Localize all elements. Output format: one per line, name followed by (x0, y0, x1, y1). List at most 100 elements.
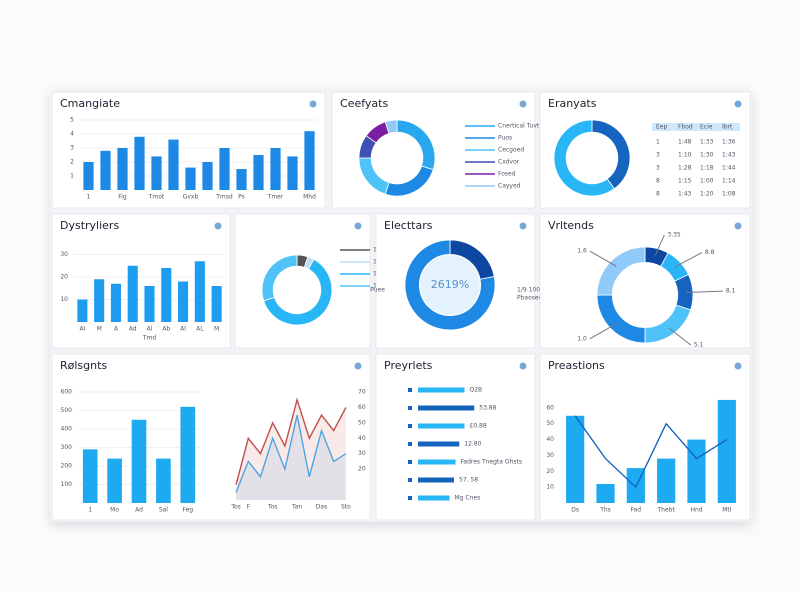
panel-title: Eranyats (548, 97, 597, 110)
x-tick-label: Thebt (657, 507, 676, 514)
table-cell: 1:48 (678, 139, 692, 146)
y-tick-label: 400 (61, 426, 73, 433)
y-tick-label: 30 (60, 251, 68, 258)
bar (77, 299, 88, 322)
legend-label: Cecgoed (498, 147, 524, 154)
table-cell: 1:33 (700, 139, 714, 146)
x-tick-label: Tmer (267, 194, 284, 201)
annotation: 1/9 1000 (517, 287, 544, 294)
x-tick-label: Sto (341, 504, 351, 511)
panel-icon (734, 222, 742, 230)
bar-label: Mg Cnes (455, 495, 481, 502)
panel-icon (354, 362, 362, 370)
x-tick-label: Ps (238, 194, 245, 201)
donut-slice (404, 239, 496, 331)
x-tick-label: F (247, 504, 251, 511)
donut-slice (596, 246, 646, 296)
bar (687, 439, 706, 503)
panel-title: Ceefyats (340, 97, 388, 110)
bar-marker (408, 460, 412, 464)
panel-title: Cmangiate (60, 97, 120, 110)
y-tick-label: 60 (546, 404, 554, 411)
bar-label: 57. 58 (459, 477, 478, 484)
table-cell: 1:20 (700, 191, 714, 198)
x-tick-label: Al (147, 326, 153, 333)
bar-marker (408, 406, 412, 410)
bar (156, 458, 171, 503)
slice-label: 8.8 (705, 249, 715, 256)
x-tick-label: Tmot (148, 194, 165, 201)
slice-label: 1.0 (577, 335, 587, 342)
table-cell: 1:00 (700, 178, 714, 185)
x-tick-label: A (114, 326, 119, 333)
y-tick-label: 20 (60, 274, 68, 281)
table-cell: 1:28 (678, 165, 692, 172)
y-tick-label: 60 (358, 404, 366, 411)
x-tick-label: Sal (159, 507, 168, 514)
bar (110, 283, 121, 322)
x-tick-label: AL (196, 326, 204, 333)
x-tick-label: Ab (162, 326, 170, 333)
y-tick-label: 40 (546, 436, 554, 443)
y-tick-label: 10 (60, 296, 68, 303)
bar-marker (408, 496, 412, 500)
table-cell: 1:43 (678, 191, 692, 198)
bar (82, 449, 98, 503)
leader-line (674, 252, 703, 268)
table-cell: 3 (656, 152, 660, 159)
x-tick-label: Fig (118, 194, 127, 201)
bar-marker (408, 388, 412, 392)
x-tick-label: 1 (87, 194, 91, 201)
y-tick-label: 30 (546, 452, 554, 459)
bar (144, 286, 155, 322)
bar (418, 441, 460, 447)
x-tick-label: Ad (135, 507, 143, 514)
table-cell: 1:14 (722, 178, 736, 185)
legend-label: Cayyed (498, 183, 521, 190)
slice-label: 5.1 (694, 342, 704, 349)
bar (418, 387, 465, 393)
table-cell: 3 (656, 165, 660, 172)
bar (253, 155, 264, 190)
table-header (652, 123, 740, 131)
slice-label: 8.1 (726, 288, 736, 295)
bar (418, 405, 475, 411)
bar (219, 148, 230, 190)
bar (596, 483, 615, 503)
table-header-cell: Ibrt (722, 124, 733, 131)
x-tick-label: Tmsd (215, 194, 233, 201)
bar (131, 419, 147, 503)
table-cell: 1:44 (722, 165, 736, 172)
table-cell: 8 (656, 178, 660, 185)
x-tick-label: Tos (267, 504, 277, 511)
bar-label: £0.88 (470, 423, 487, 430)
panel-title: Preyrlets (384, 359, 433, 372)
x-tick-label: Hnd (690, 507, 702, 514)
panel-icon (214, 222, 222, 230)
y-tick-label: 300 (61, 444, 73, 451)
y-tick-label: 70 (358, 389, 366, 396)
panel-icon (354, 222, 362, 230)
y-tick-label: 20 (546, 468, 554, 475)
x-tick-label: Mhd (303, 194, 316, 201)
table-cell: 1:18 (700, 165, 714, 172)
y-tick-label: 600 (61, 389, 73, 396)
donut-slice (384, 119, 398, 134)
panel (539, 213, 751, 349)
bar (117, 148, 128, 190)
x-tick-label: Ths (599, 507, 611, 514)
y-tick-label: 50 (546, 420, 554, 427)
y-tick-label: 50 (358, 419, 366, 426)
panel-title: Vrltends (548, 219, 594, 232)
donut-slice (553, 119, 615, 197)
panel-icon (519, 362, 527, 370)
table-cell: 1 (656, 139, 660, 146)
table-header-cell: Ecie (700, 124, 713, 131)
annotation: Puee (370, 287, 385, 294)
bar (418, 423, 465, 429)
bar (657, 458, 676, 503)
table-cell: 1:43 (722, 152, 736, 159)
bar (717, 399, 736, 503)
panel (234, 213, 371, 349)
x-axis-label: Tmd (142, 335, 157, 342)
